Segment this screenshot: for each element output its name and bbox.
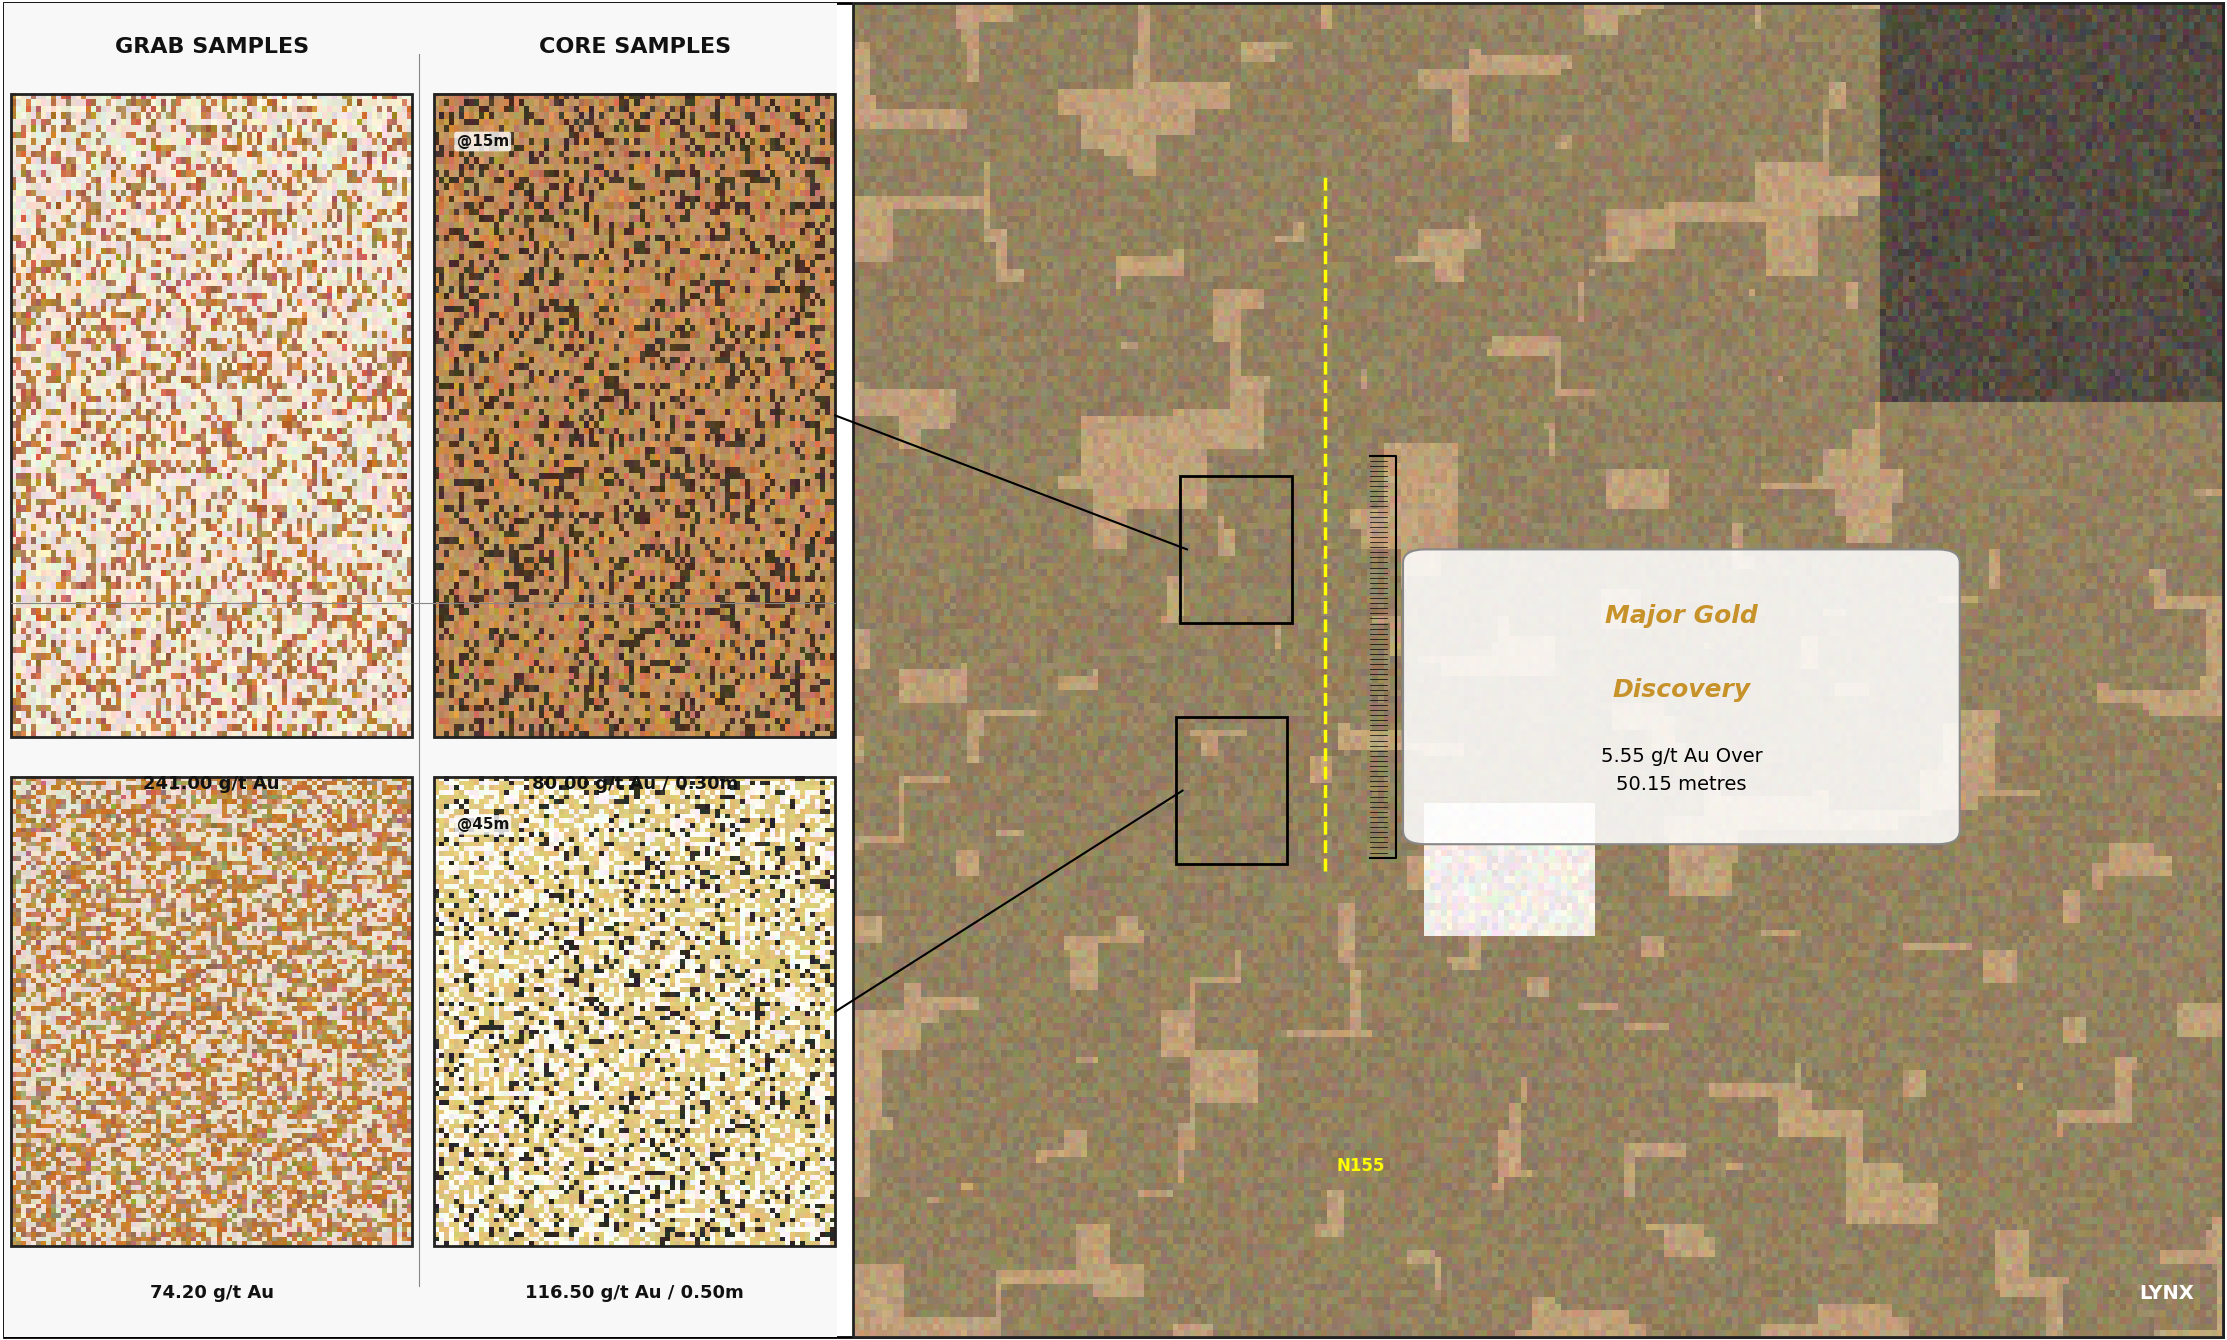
Text: GRAB SAMPLES: GRAB SAMPLES — [114, 38, 310, 56]
Text: 80.00 g/t Au / 0.30m: 80.00 g/t Au / 0.30m — [532, 775, 737, 793]
Text: @45m: @45m — [457, 817, 510, 832]
Text: Major Gold: Major Gold — [1606, 604, 1757, 628]
Text: 241.00 g/t Au: 241.00 g/t Au — [143, 775, 281, 793]
Text: @15m: @15m — [457, 134, 508, 149]
Bar — [11, 777, 412, 1246]
Text: N155: N155 — [1336, 1156, 1385, 1175]
Text: 5.55 g/t Au Over
50.15 metres: 5.55 g/t Au Over 50.15 metres — [1601, 746, 1762, 795]
Bar — [11, 94, 412, 737]
Text: LYNX: LYNX — [2138, 1284, 2194, 1302]
Bar — [434, 94, 835, 737]
Bar — [434, 777, 835, 1246]
Bar — [1176, 717, 1287, 864]
Text: Discovery: Discovery — [1612, 678, 1750, 702]
Bar — [1180, 476, 1292, 623]
FancyBboxPatch shape — [1403, 549, 1960, 844]
Bar — [853, 3, 2223, 1337]
Text: CORE SAMPLES: CORE SAMPLES — [539, 38, 730, 56]
Bar — [4, 3, 837, 1337]
Text: 116.50 g/t Au / 0.50m: 116.50 g/t Au / 0.50m — [526, 1284, 744, 1302]
Text: 74.20 g/t Au: 74.20 g/t Au — [149, 1284, 274, 1302]
